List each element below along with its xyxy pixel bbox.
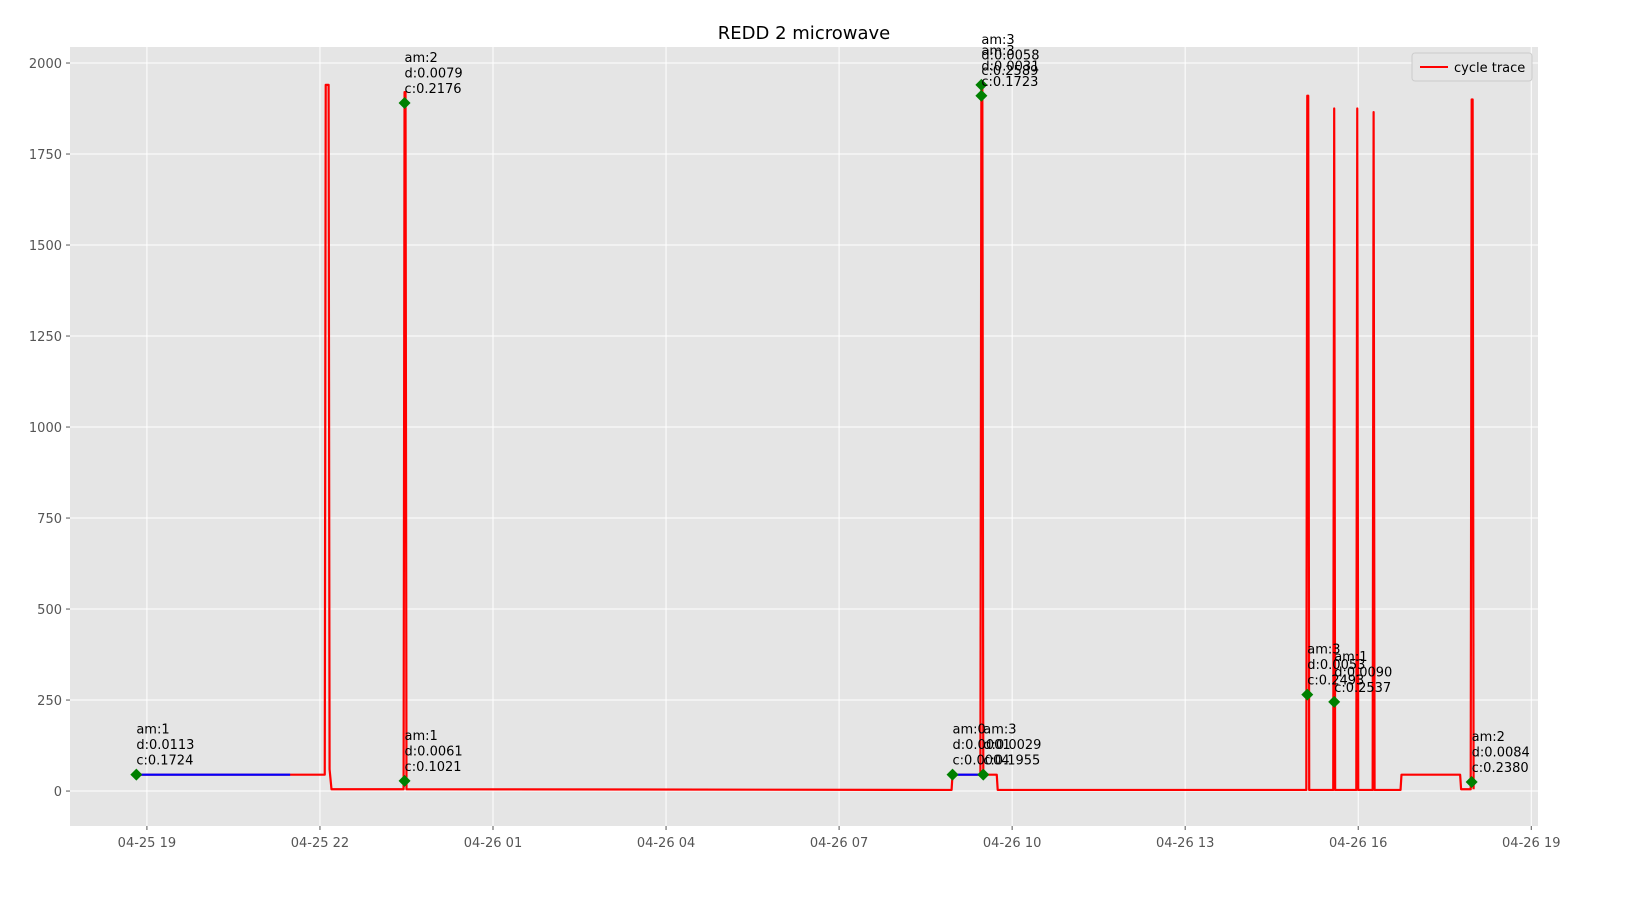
annotation-line: c:0.1724 xyxy=(136,754,193,769)
annotation-line: c:0.0004 xyxy=(953,754,1010,769)
y-tick-label: 2000 xyxy=(29,57,62,72)
annotation: am:1 d:0.0061 c:0.1021 xyxy=(405,729,463,775)
annotation-line: d:0.0061 xyxy=(405,744,463,759)
legend-box xyxy=(1411,52,1533,82)
annotation: am:3 d:0.0058 c:0.2589 xyxy=(981,33,1039,79)
marker xyxy=(398,97,411,110)
x-tick-label: 04-26 04 xyxy=(637,836,695,851)
annotation-line: am:2 xyxy=(1472,730,1505,745)
annotation-line: d:0.0001 xyxy=(953,738,1011,753)
y-tick-label: 250 xyxy=(37,694,62,709)
annotation-line: d:0.0079 xyxy=(405,67,463,82)
annotation-line: c:0.2537 xyxy=(1334,681,1391,696)
x-tick-label: 04-25 22 xyxy=(291,836,349,851)
annotation-line: am:3 xyxy=(981,33,1014,48)
annotation-line: d:0.0053 xyxy=(1307,658,1365,673)
annotation-line: c:0.2380 xyxy=(1472,761,1529,776)
annotation-line: d:0.0113 xyxy=(136,738,194,753)
annotation: am:0 d:0.0001 c:0.0004 xyxy=(953,723,1011,769)
marker xyxy=(1301,688,1314,701)
marker xyxy=(946,768,959,781)
marker xyxy=(975,89,988,102)
x-tick-label: 04-26 10 xyxy=(983,836,1041,851)
x-tick-label: 04-26 01 xyxy=(464,836,522,851)
series-line xyxy=(136,83,1475,792)
annotation-line: c:0.1021 xyxy=(405,760,462,775)
annotation-line: am:1 xyxy=(1334,650,1367,665)
y-tick-label: 1000 xyxy=(29,421,62,436)
x-tick-label: 04-26 16 xyxy=(1329,836,1387,851)
chart-title: REDD 2 microwave xyxy=(718,23,890,44)
y-tick-label: 1750 xyxy=(29,148,62,163)
annotation: am:1 d:0.0090 c:0.2537 xyxy=(1334,650,1392,696)
annotation-line: c:0.2493 xyxy=(1307,674,1364,689)
x-tick-label: 04-26 19 xyxy=(1502,836,1560,851)
annotation-line: am:0 xyxy=(953,723,986,738)
marker xyxy=(130,768,143,781)
annotation-line: d:0.0029 xyxy=(983,738,1041,753)
annotation-line: d:0.0058 xyxy=(981,48,1039,63)
y-tick-label: 1500 xyxy=(29,239,62,254)
x-tick-label: 04-26 13 xyxy=(1156,836,1214,851)
annotation-line: am:3 xyxy=(981,44,1014,59)
marker xyxy=(1328,695,1341,708)
y-tick-label: 1250 xyxy=(29,330,62,345)
marker xyxy=(977,768,990,781)
y-tick-label: 500 xyxy=(37,603,62,618)
annotation-line: d:0.0031 xyxy=(981,59,1039,74)
annotation-line: am:3 xyxy=(1307,643,1340,658)
annotation-line: am:1 xyxy=(405,729,438,744)
y-tick-label: 750 xyxy=(37,512,62,527)
annotation-line: am:3 xyxy=(983,723,1016,738)
annotation-line: c:0.1723 xyxy=(981,75,1038,90)
x-tick-label: 04-25 19 xyxy=(118,836,176,851)
legend-label: cycle trace xyxy=(1454,61,1525,76)
marker xyxy=(975,78,988,91)
annotation-line: c:0.2589 xyxy=(981,64,1038,79)
y-tick-label: 0 xyxy=(54,785,62,800)
annotation: am:2 d:0.0079 c:0.2176 xyxy=(405,51,463,97)
annotation: am:3 d:0.0053 c:0.2493 xyxy=(1307,643,1365,689)
annotation: am:3 d:0.0029 c:0.1955 xyxy=(983,723,1041,769)
annotation-line: d:0.0090 xyxy=(1334,665,1392,680)
annotation-line: c:0.1955 xyxy=(983,754,1040,769)
annotation-line: c:0.2176 xyxy=(405,82,462,97)
annotation-line: d:0.0084 xyxy=(1472,745,1530,760)
annotation: am:1 d:0.0113 c:0.1724 xyxy=(136,723,194,769)
annotation-line: am:1 xyxy=(136,723,169,738)
x-tick-label: 04-26 07 xyxy=(810,836,868,851)
plot-area xyxy=(70,47,1538,826)
annotation: am:2 d:0.0084 c:0.2380 xyxy=(1472,730,1530,776)
marker xyxy=(398,774,411,787)
annotation: am:3 d:0.0031 c:0.1723 xyxy=(981,44,1039,90)
marker xyxy=(1465,775,1478,788)
annotation-line: am:2 xyxy=(405,51,438,66)
